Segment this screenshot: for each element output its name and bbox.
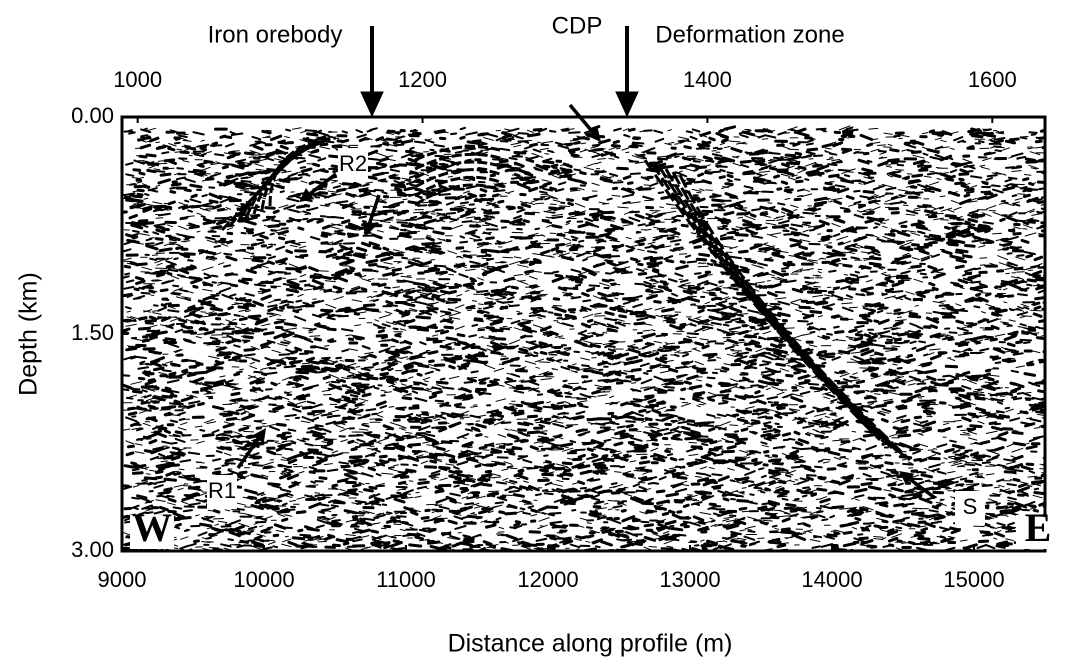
arrow (568, 103, 594, 133)
y-tick-label: 0.00 (71, 103, 114, 128)
arrow-head (615, 91, 639, 118)
reflector (220, 136, 501, 232)
annotation: R1 (208, 478, 236, 503)
x-tick-label: 10000 (233, 567, 294, 592)
label-background (1016, 515, 1060, 549)
seismic-texture (122, 125, 1045, 551)
x-tick-label: 12000 (517, 567, 578, 592)
arrow-head (360, 91, 384, 118)
seismic-noise (122, 126, 1045, 551)
top-axis-title: CDP (552, 12, 603, 39)
label-background (338, 148, 368, 182)
arrow-head (252, 428, 266, 444)
arrow-head (899, 471, 915, 485)
annotation: E (1025, 505, 1052, 550)
annotation: Iron orebody (208, 21, 343, 48)
arrow (367, 194, 381, 225)
annotation: W (132, 505, 172, 550)
arrows (236, 103, 937, 500)
y-tick-label: 3.00 (71, 537, 114, 562)
annotation: Deformation zone (655, 21, 844, 48)
reflector (643, 159, 912, 462)
x2-tick-label: 1000 (113, 67, 162, 92)
arrow-head (586, 126, 601, 142)
x2-tick-label: 1200 (398, 67, 447, 92)
label-background (207, 475, 237, 509)
x2-tick-label: 1400 (683, 67, 732, 92)
y-axis-title: Depth (km) (15, 272, 43, 396)
arrow (909, 477, 937, 500)
label-background (130, 515, 174, 549)
arrow-head (362, 221, 377, 237)
x-axis-title: Distance along profile (m) (448, 630, 733, 658)
arrow (309, 172, 338, 195)
label-background (955, 491, 985, 525)
x-tick-label: 15000 (943, 567, 1004, 592)
y-tick-label: 1.50 (71, 320, 114, 345)
arrow (236, 438, 260, 470)
seismic-noise (122, 125, 1045, 551)
x-tick-label: 14000 (801, 567, 862, 592)
arrows (360, 26, 639, 118)
arrow-head (299, 187, 315, 202)
x-tick-label: 11000 (376, 567, 436, 592)
annotation: R2 (339, 151, 367, 176)
x-tick-label: 13000 (659, 567, 720, 592)
annotation: S (963, 494, 978, 519)
x-tick-label: 9000 (98, 567, 147, 592)
x2-tick-label: 1600 (968, 67, 1017, 92)
